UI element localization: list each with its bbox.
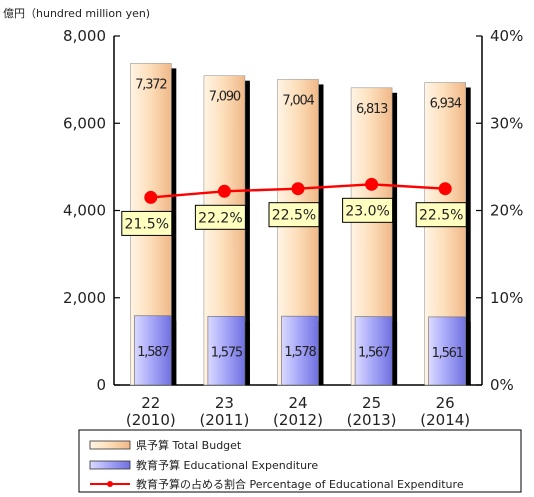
educational-expenditure-bar [281,315,319,386]
percentage-point [365,177,379,191]
educational-expenditure-value-label: 1,575 [211,345,243,360]
percentage-label-box [415,202,467,228]
legend-swatch-percentage-marker [107,481,113,487]
y-right-tick-label: 40% [490,27,523,45]
x-category-year-label: (2013) [347,411,397,429]
percentage-value-label: 21.5% [125,216,169,232]
legend-box [78,429,522,493]
x-category-label: 22 [141,394,160,412]
legend-swatch-total-budget [89,440,131,450]
x-category-label: 23 [215,394,234,412]
percentage-label-box [342,197,394,223]
unit-label: 億円（hundred million yen) [3,7,150,20]
x-category-year-label: (2010) [126,411,176,429]
y-left-tick-label: 6,000 [63,114,106,132]
educational-expenditure-value-label: 1,561 [432,346,464,361]
percentage-value-label: 22.2% [198,210,242,226]
educational-expenditure-bar [207,315,246,386]
legend-label-percentage: 教育予算の占める割合 Percentage of Educational Exp… [136,477,464,491]
educational-expenditure-bar [354,316,393,386]
x-category-label: 26 [436,394,455,412]
y-right-tick-label: 20% [490,202,523,220]
y-left-tick-label: 2,000 [63,289,106,307]
percentage-point [217,184,231,198]
educational-expenditure-value-label: 1,587 [137,345,169,360]
educational-expenditure-bar [428,316,467,386]
percentage-point [291,182,305,196]
y-left-tick-label: 0 [96,376,106,394]
y-right-tick-label: 30% [490,114,523,132]
y-left-tick-label: 4,000 [63,202,106,220]
percentage-value-label: 23.0% [345,203,389,219]
legend: 県予算 Total Budget 教育予算 Educational Expend… [78,429,522,493]
percentage-value-label: 22.5% [272,208,316,224]
total-budget-value-label: 6,813 [356,102,388,117]
y-right-ticks: 0% 10% 20% 30% 40% [476,27,523,394]
legend-swatch-educational-expenditure [89,460,131,470]
x-category-label: 24 [288,394,307,412]
percentage-label-box [194,204,246,230]
y-right-tick-label: 10% [490,289,523,307]
x-category-year-label: (2012) [273,411,323,429]
y-left-ticks: 0 2,000 4,000 6,000 8,000 [63,27,120,394]
legend-label-educational-expenditure: 教育予算 Educational Expenditure [136,458,318,472]
y-left-tick-label: 8,000 [63,27,106,45]
x-category-label: 25 [362,394,381,412]
percentage-point [438,182,452,196]
x-axis-labels: 22(2010) 23(2011) 24(2012) 25(2013) 26(2014) [126,394,470,429]
x-category-year-label: (2014) [420,411,470,429]
percentage-value-label: 22.5% [419,208,463,224]
total-budget-value-label: 7,004 [282,93,314,108]
total-budget-value-label: 7,372 [135,77,166,92]
educational-expenditure-bar [134,315,172,386]
educational-expenditure-value-label: 1,578 [284,345,316,360]
percentage-label-box [268,202,320,228]
educational-expenditure-value-label: 1,567 [358,346,390,361]
total-budget-value-label: 6,934 [430,97,462,112]
x-category-year-label: (2011) [199,411,249,429]
percentage-line: 21.5% 22.2% 22.5% 23.0% 22.5% [121,177,467,236]
legend-label-total-budget: 県予算 Total Budget [136,438,242,452]
percentage-label-box [121,210,173,236]
total-budget-value-label: 7,090 [209,90,241,105]
percentage-point [144,190,158,204]
y-right-tick-label: 0% [490,376,514,394]
